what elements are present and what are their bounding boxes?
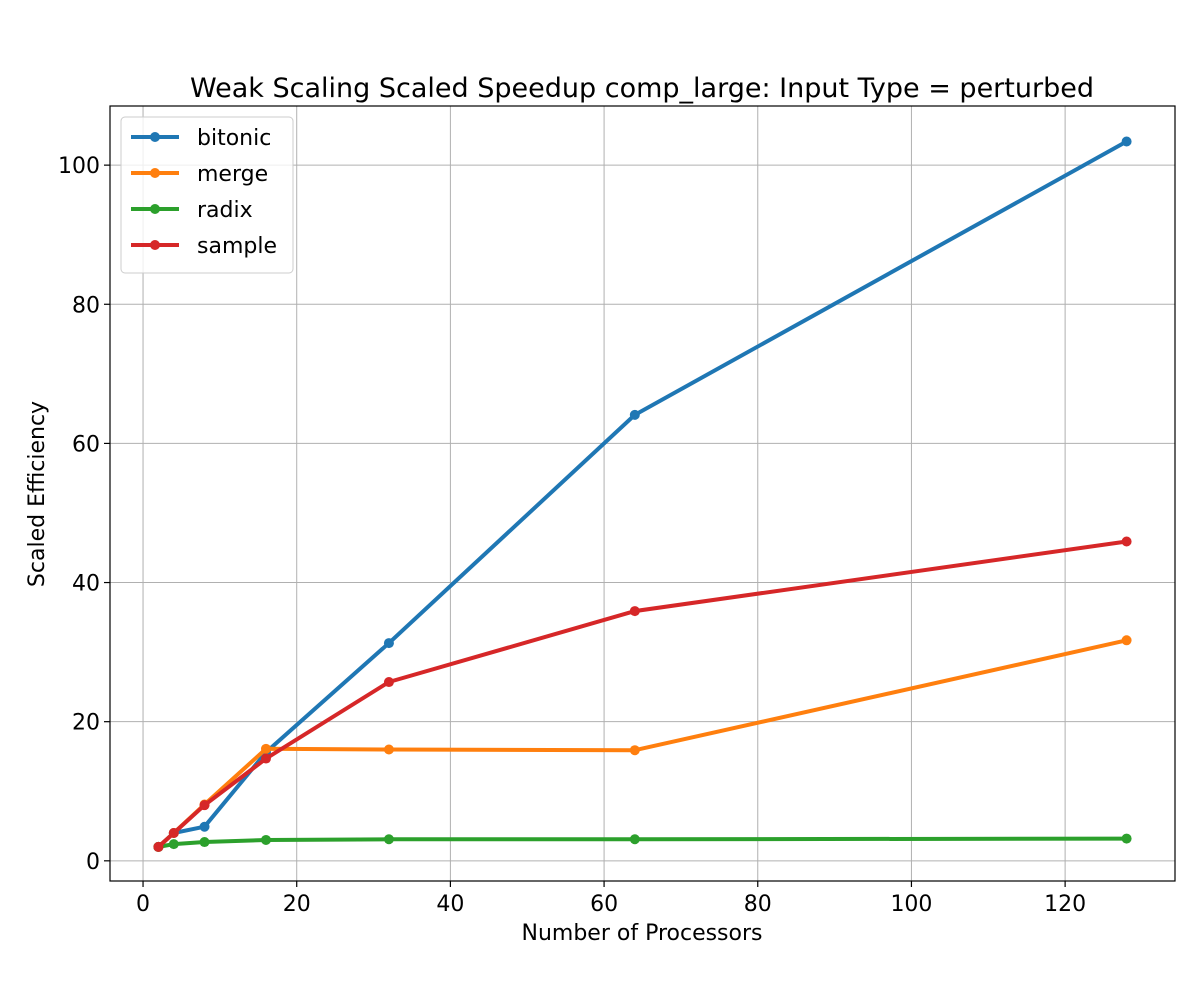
data-point-radix: [260, 834, 271, 845]
series-bitonic: [153, 136, 1132, 852]
data-point-merge: [1121, 635, 1132, 646]
y-tick-label: 80: [72, 293, 100, 318]
series-group: [153, 136, 1132, 852]
data-point-merge: [260, 743, 271, 754]
x-tick-label: 100: [890, 892, 932, 917]
series-sample: [153, 536, 1132, 852]
legend-swatch-marker: [150, 240, 160, 250]
y-tick-label: 100: [58, 154, 100, 179]
legend-label: radix: [197, 198, 253, 223]
data-point-sample: [629, 606, 640, 617]
legend-swatch-marker: [150, 168, 160, 178]
legend-label: merge: [197, 162, 268, 187]
data-point-merge: [629, 745, 640, 756]
x-tick-label: 120: [1044, 892, 1086, 917]
legend-item-sample: sample: [131, 234, 277, 259]
legend-label: sample: [197, 234, 277, 259]
legend-swatch-marker: [150, 204, 160, 214]
series-line-bitonic: [156, 139, 1129, 849]
data-point-sample: [260, 753, 271, 764]
chart-title: Weak Scaling Scaled Speedup comp_large: …: [190, 73, 1094, 104]
data-point-bitonic: [199, 821, 210, 832]
data-point-sample: [383, 677, 394, 688]
data-point-radix: [199, 837, 210, 848]
data-point-radix: [629, 834, 640, 845]
legend-frame: [120, 116, 294, 274]
x-tick-label: 40: [436, 892, 464, 917]
legend-label: bitonic: [197, 126, 271, 151]
data-point-sample: [168, 827, 179, 838]
y-tick-label: 0: [86, 850, 100, 875]
x-tick-label: 80: [744, 892, 772, 917]
legend: bitonic merge radix sample: [120, 116, 294, 274]
data-point-sample: [153, 841, 164, 852]
series-radix: [153, 833, 1132, 852]
grid: [110, 106, 1175, 881]
x-tick-label: 20: [283, 892, 311, 917]
legend-item-bitonic: bitonic: [131, 126, 271, 151]
series-line-radix: [156, 836, 1129, 849]
data-point-sample: [199, 800, 210, 811]
data-point-merge: [383, 744, 394, 755]
legend-item-merge: merge: [131, 162, 268, 187]
y-tick-label: 40: [72, 572, 100, 597]
series-merge: [153, 635, 1132, 852]
x-tick-label: 60: [590, 892, 618, 917]
data-point-sample: [1121, 536, 1132, 547]
data-point-radix: [1121, 833, 1132, 844]
series-line-sample: [156, 539, 1129, 849]
legend-swatch-marker: [150, 132, 160, 142]
y-tick-label: 20: [72, 711, 100, 736]
data-point-bitonic: [629, 409, 640, 420]
y-tick-label: 60: [72, 432, 100, 457]
x-axis-label: Number of Processors: [522, 921, 763, 946]
plot-area-frame: [109, 105, 1176, 882]
data-point-bitonic: [1121, 136, 1132, 147]
data-point-bitonic: [383, 638, 394, 649]
series-line-merge: [156, 638, 1129, 849]
data-point-radix: [168, 839, 179, 850]
x-tick-label: 0: [136, 892, 150, 917]
data-point-radix: [383, 834, 394, 845]
legend-item-radix: radix: [131, 198, 253, 223]
y-axis-label: Scaled Efficiency: [25, 401, 50, 587]
axis-ticks: 0 20 40 60 80 100 120 0 20 40 60 80 100: [58, 154, 1086, 917]
